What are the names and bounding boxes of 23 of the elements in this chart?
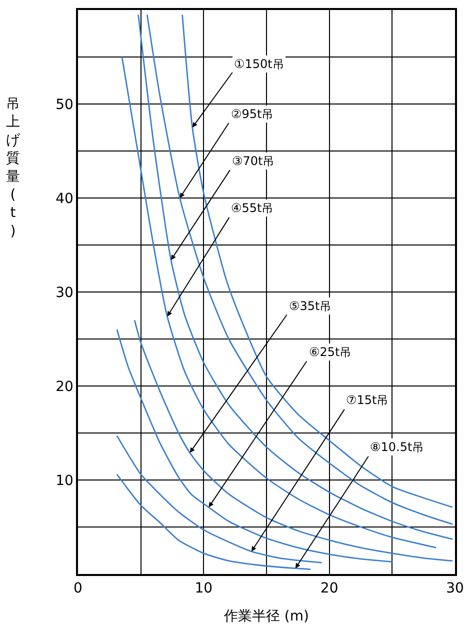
- y-tick-label: 50: [56, 96, 74, 113]
- y-tick-label: 40: [56, 190, 74, 207]
- line-series: [134, 320, 454, 562]
- y-tick-label: 30: [56, 284, 74, 301]
- x-tick-label: 0: [74, 580, 82, 597]
- annotation: ⑥25t吊: [309, 345, 352, 359]
- annotation: ③70t吊: [232, 154, 275, 168]
- x-tick-label: 30: [446, 580, 464, 597]
- annotation: ⑧10.5t吊: [370, 440, 424, 454]
- line-series: [116, 474, 312, 570]
- annotation: ④55t吊: [231, 201, 274, 215]
- y-tick-label: 10: [56, 472, 74, 489]
- annotation: ⑦15t吊: [346, 393, 389, 407]
- annotation: ⑤35t吊: [289, 299, 332, 313]
- annotation: ②95t吊: [231, 107, 274, 121]
- x-axis-title: 作業半径 (m): [222, 608, 310, 624]
- y-axis-title: 吊上げ質量(t): [6, 96, 21, 240]
- x-tick-label: 10: [194, 580, 213, 597]
- line-series: [116, 435, 322, 564]
- line-series: [121, 56, 437, 548]
- x-tick-label: 20: [320, 580, 338, 597]
- annotation: ①150t吊: [234, 57, 284, 71]
- y-tick-label: 20: [56, 378, 74, 395]
